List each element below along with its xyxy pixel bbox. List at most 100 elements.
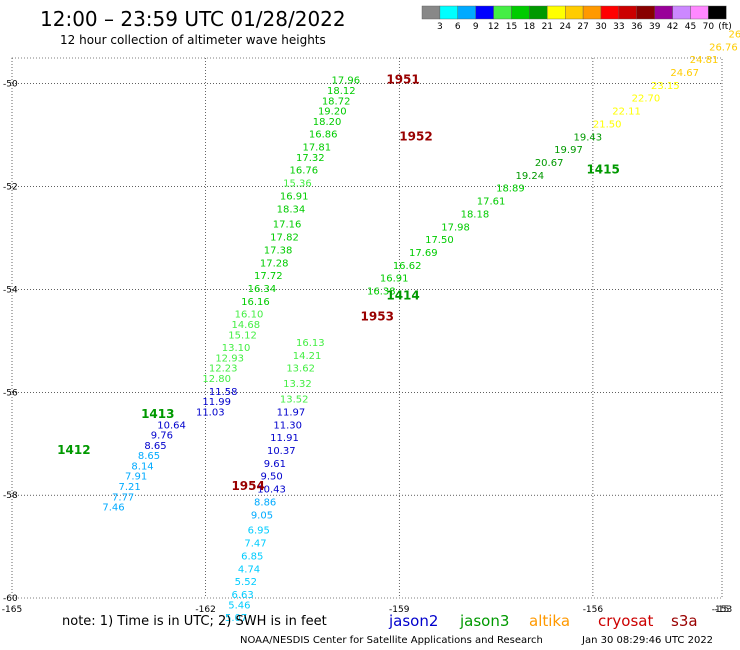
- credit-text: NOAA/NESDIS Center for Satellite Applica…: [240, 635, 543, 646]
- timestamp-text: Jan 30 08:29:46 UTC 2022: [581, 635, 713, 646]
- colorbar-swatch: [457, 5, 476, 20]
- swh-label: 17.69: [409, 248, 438, 259]
- colorbar-label: 12: [488, 22, 499, 32]
- swh-label: 17.96: [332, 76, 361, 87]
- swh-label: 18.89: [496, 184, 525, 195]
- pass-label: 1954: [231, 479, 264, 493]
- colorbar-label: 36: [631, 22, 643, 32]
- swh-label: 10.37: [267, 446, 296, 457]
- swh-label: 7.77: [112, 492, 134, 503]
- swh-label: 13.32: [283, 379, 312, 390]
- swh-label: 13.52: [280, 395, 309, 406]
- swh-label: 9.76: [151, 431, 173, 442]
- swh-label: 6.85: [241, 551, 263, 562]
- swh-label: 19.43: [574, 132, 603, 143]
- colorbar-label: 33: [613, 22, 624, 32]
- swh-label: 8.86: [254, 497, 276, 508]
- swh-label: 12.93: [215, 353, 244, 364]
- colorbar-swatch: [493, 5, 512, 20]
- swh-label: 19.20: [318, 107, 347, 118]
- swh-label: 14.21: [293, 351, 322, 362]
- swh-label: 18.34: [277, 204, 306, 215]
- swh-label: 17.82: [270, 233, 299, 244]
- swh-label: 11.97: [277, 407, 306, 418]
- swh-label: 11.91: [270, 433, 299, 444]
- swh-label: 16.34: [248, 284, 277, 295]
- swh-label: 6.63: [231, 590, 253, 601]
- swh-label: 23.15: [651, 81, 680, 92]
- swh-label: 16.62: [393, 261, 422, 272]
- pass-label: 1953: [361, 309, 394, 323]
- colorbar-swatch: [529, 5, 548, 20]
- swh-label: 13.10: [222, 343, 251, 354]
- pass-label: 1952: [399, 129, 432, 143]
- pass-labels: 1951 1952 1953 1954 1415 1414 1413 1412: [57, 73, 620, 493]
- swh-label: 9.05: [251, 510, 273, 521]
- satellite-legend: jason2 jason3 altika cryosat s3a: [388, 612, 698, 630]
- colorbar-swatch: [511, 5, 530, 20]
- swh-label: 17.32: [296, 153, 325, 164]
- x-tick-label: -159: [389, 605, 410, 615]
- pass-label: 1415: [586, 163, 619, 177]
- swh-label: 13.62: [286, 364, 315, 375]
- swh-label: 8.14: [131, 461, 153, 472]
- swh-label: 17.81: [302, 143, 331, 154]
- pass-label: 1951: [386, 73, 419, 87]
- colorbar-label: 3: [437, 22, 443, 32]
- colorbar-label: 70: [703, 22, 715, 32]
- colorbar-label: 39: [649, 22, 661, 32]
- swh-label: 16.16: [241, 297, 270, 308]
- swh-label: 5.07: [225, 613, 247, 624]
- swh-label: 26.12: [728, 29, 740, 40]
- y-tick-label: -56: [3, 388, 18, 398]
- y-tick-label: -52: [3, 183, 18, 193]
- swh-label: 16.76: [290, 166, 319, 177]
- swh-label: 19.24: [515, 171, 544, 182]
- swh-label: 21.50: [593, 119, 622, 130]
- swh-label: 16.13: [296, 338, 325, 349]
- legend-s3a: s3a: [671, 612, 698, 630]
- swh-label: 22.11: [612, 107, 641, 118]
- swh-label: 18.20: [313, 117, 342, 128]
- legend-jason2: jason2: [388, 612, 438, 630]
- swh-label: 17.61: [477, 197, 506, 208]
- swh-label: 22.70: [632, 94, 661, 105]
- swh-label: 24.67: [670, 68, 699, 79]
- note-text: note: 1) Time is in UTC; 2) SWH is in fe…: [62, 614, 327, 629]
- x-tick-labels: -165 -162 -159 -156 -153-15: [2, 605, 732, 615]
- y-tick-label: -50: [3, 80, 18, 90]
- swh-label: 26.76: [709, 42, 738, 53]
- x-tick-label: -15: [715, 605, 730, 615]
- colorbar: 3 6 9 12 15 18 21 24 27 30 33 36 39 42 45 70 (ft): [421, 5, 732, 32]
- swh-label: 8.65: [138, 451, 160, 462]
- swh-label: 17.72: [254, 271, 283, 282]
- x-tick-label: -165: [2, 605, 22, 615]
- x-tick-label: -156: [583, 605, 604, 615]
- swh-label: 7.46: [102, 503, 124, 514]
- swh-label: 18.12: [327, 86, 356, 97]
- swh-label: 6.95: [248, 526, 270, 537]
- pass-label: 1413: [141, 407, 174, 421]
- swh-label: 18.18: [461, 209, 490, 220]
- colorbar-label: 9: [473, 22, 479, 32]
- colorbar-label: 21: [542, 22, 553, 32]
- pass-label: 1414: [386, 289, 419, 303]
- x-tick-label: -153: [712, 605, 732, 615]
- y-tick-label: -60: [3, 594, 18, 604]
- swh-label: 10.43: [257, 485, 286, 496]
- swh-label: 16.10: [235, 310, 264, 321]
- swh-label: 19.97: [554, 145, 583, 156]
- swh-label: 17.98: [441, 222, 470, 233]
- legend-altika: altika: [529, 612, 570, 630]
- swh-label: 9.50: [261, 472, 283, 483]
- colorbar-swatch: [565, 5, 584, 20]
- grid: [12, 58, 722, 598]
- swh-label: 17.38: [264, 245, 293, 256]
- swh-label: 7.21: [119, 482, 141, 493]
- colorbar-swatch: [547, 5, 566, 20]
- swh-label: 16.38: [367, 287, 396, 298]
- swh-label: 5.52: [235, 577, 257, 588]
- y-tick-labels: -50 -52 -54 -56 -58 -60: [3, 80, 18, 604]
